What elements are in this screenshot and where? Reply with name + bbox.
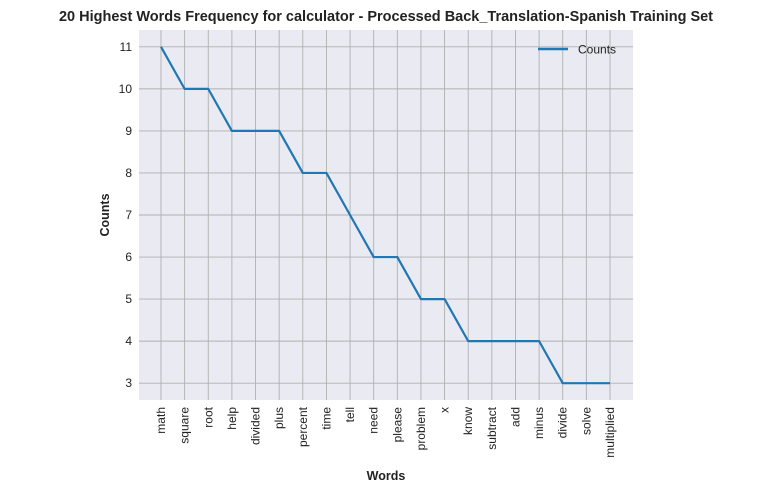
x-tick-label: plus xyxy=(272,407,286,429)
y-tick-label: 3 xyxy=(125,376,132,390)
grid xyxy=(139,30,633,400)
x-tick-label: math xyxy=(154,407,168,434)
x-tick-label: subtract xyxy=(485,406,499,449)
legend: Counts xyxy=(538,43,616,57)
y-tick-label: 5 xyxy=(125,292,132,306)
y-tick-label: 11 xyxy=(120,40,133,54)
series-line-counts xyxy=(160,46,610,385)
x-tick-label: root xyxy=(201,406,215,427)
x-tick-label: tell xyxy=(343,407,357,422)
x-tick-label: minus xyxy=(532,407,546,439)
y-tick-label: 4 xyxy=(125,334,132,348)
legend-label: Counts xyxy=(578,43,616,57)
x-tick-label: x xyxy=(438,407,452,413)
x-tick-label: need xyxy=(367,407,381,434)
x-axis-label: Words xyxy=(367,469,406,483)
y-tick-label: 7 xyxy=(125,208,132,222)
y-tick-label: 10 xyxy=(119,82,133,96)
x-tick-label: know xyxy=(461,407,475,435)
x-tick-label: time xyxy=(319,407,333,430)
tick-labels: 3 4 5 6 7 8 9 10 11 math square root help divided plus… xyxy=(119,40,617,458)
x-tick-label: divided xyxy=(249,407,263,445)
x-tick-label: help xyxy=(225,407,239,430)
x-tick-label: add xyxy=(508,407,522,427)
chart-title: 20 Highest Words Frequency for calculato… xyxy=(59,9,713,25)
y-tick-label: 8 xyxy=(125,166,132,180)
x-tick-label: please xyxy=(390,407,404,443)
x-tick-label: percent xyxy=(296,406,310,447)
x-tick-label: divide xyxy=(556,407,570,439)
y-tick-label: 6 xyxy=(125,250,132,264)
x-tick-label: multiplied xyxy=(603,407,617,458)
y-axis-label: Counts xyxy=(98,193,112,236)
y-tick-label: 9 xyxy=(125,124,132,138)
x-tick-label: square xyxy=(178,407,192,444)
x-tick-label: solve xyxy=(579,407,593,435)
x-tick-label: problem xyxy=(414,407,428,450)
